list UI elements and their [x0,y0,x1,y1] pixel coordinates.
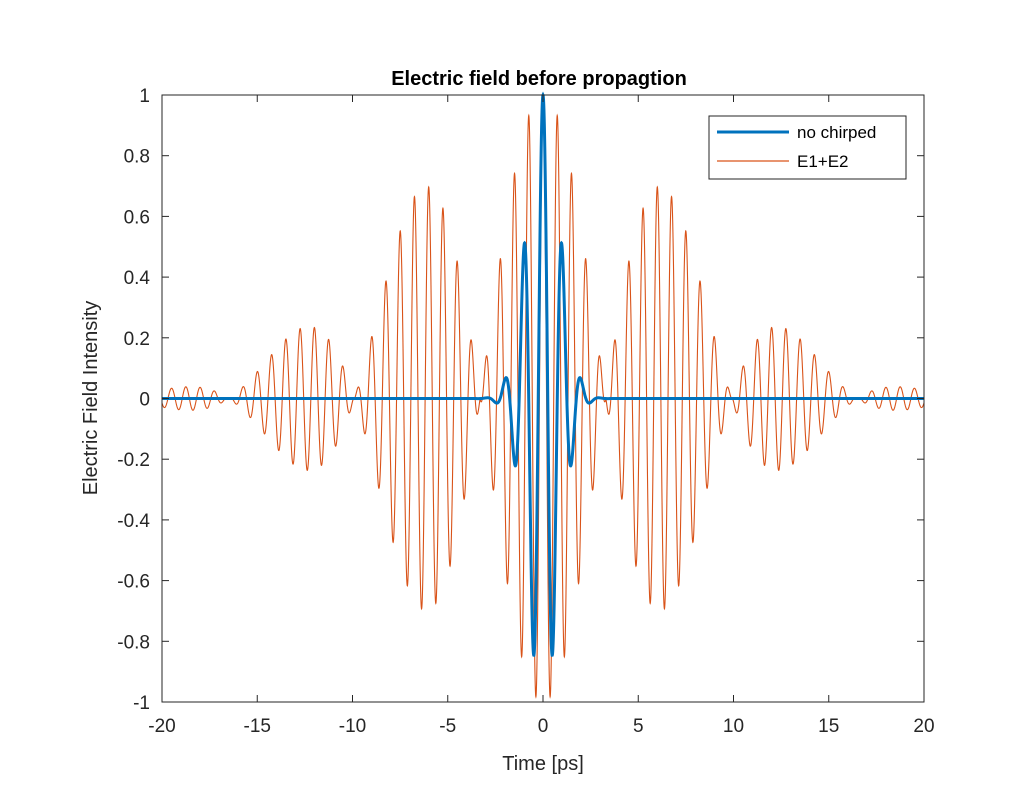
chart-title: Electric field before propagtion [391,68,687,90]
x-tick-label: -15 [244,716,271,737]
y-tick-label: -1 [133,693,150,714]
y-tick-label: 0.8 [124,147,150,168]
x-tick-label: 20 [913,716,934,737]
x-tick-label: 10 [723,716,744,737]
x-tick-label: -10 [339,716,366,737]
x-tick-label: 15 [818,716,839,737]
legend-label-no-chirped: no chirped [797,123,876,142]
legend: no chirped E1+E2 [708,115,907,180]
legend-box [708,115,907,180]
ticks-layer: -20 -15 -10 -5 0 5 10 15 20 1 0.8 0.6 0.4 0.2 0 -0.2 -0.… [117,86,934,737]
y-tick-label: -0.8 [117,632,150,653]
x-tick-label: -5 [439,716,456,737]
x-axis-label: Time [ps] [502,753,584,775]
y-tick-label: 1 [139,86,150,107]
x-tick-label: 5 [633,716,644,737]
y-tick-label: -0.2 [117,450,150,471]
y-tick-label: 0.6 [124,207,150,228]
y-tick-label: -0.6 [117,572,150,593]
y-tick-label: 0.4 [124,268,151,289]
x-tick-label: 0 [538,716,549,737]
y-axis-label: Electric Field Intensity [80,301,102,496]
y-tick-label: -0.4 [117,511,150,532]
legend-label-e1-e2: E1+E2 [797,152,849,171]
x-tick-label: -20 [148,716,175,737]
y-tick-label: 0 [139,390,150,411]
y-tick-label: 0.2 [124,329,150,350]
